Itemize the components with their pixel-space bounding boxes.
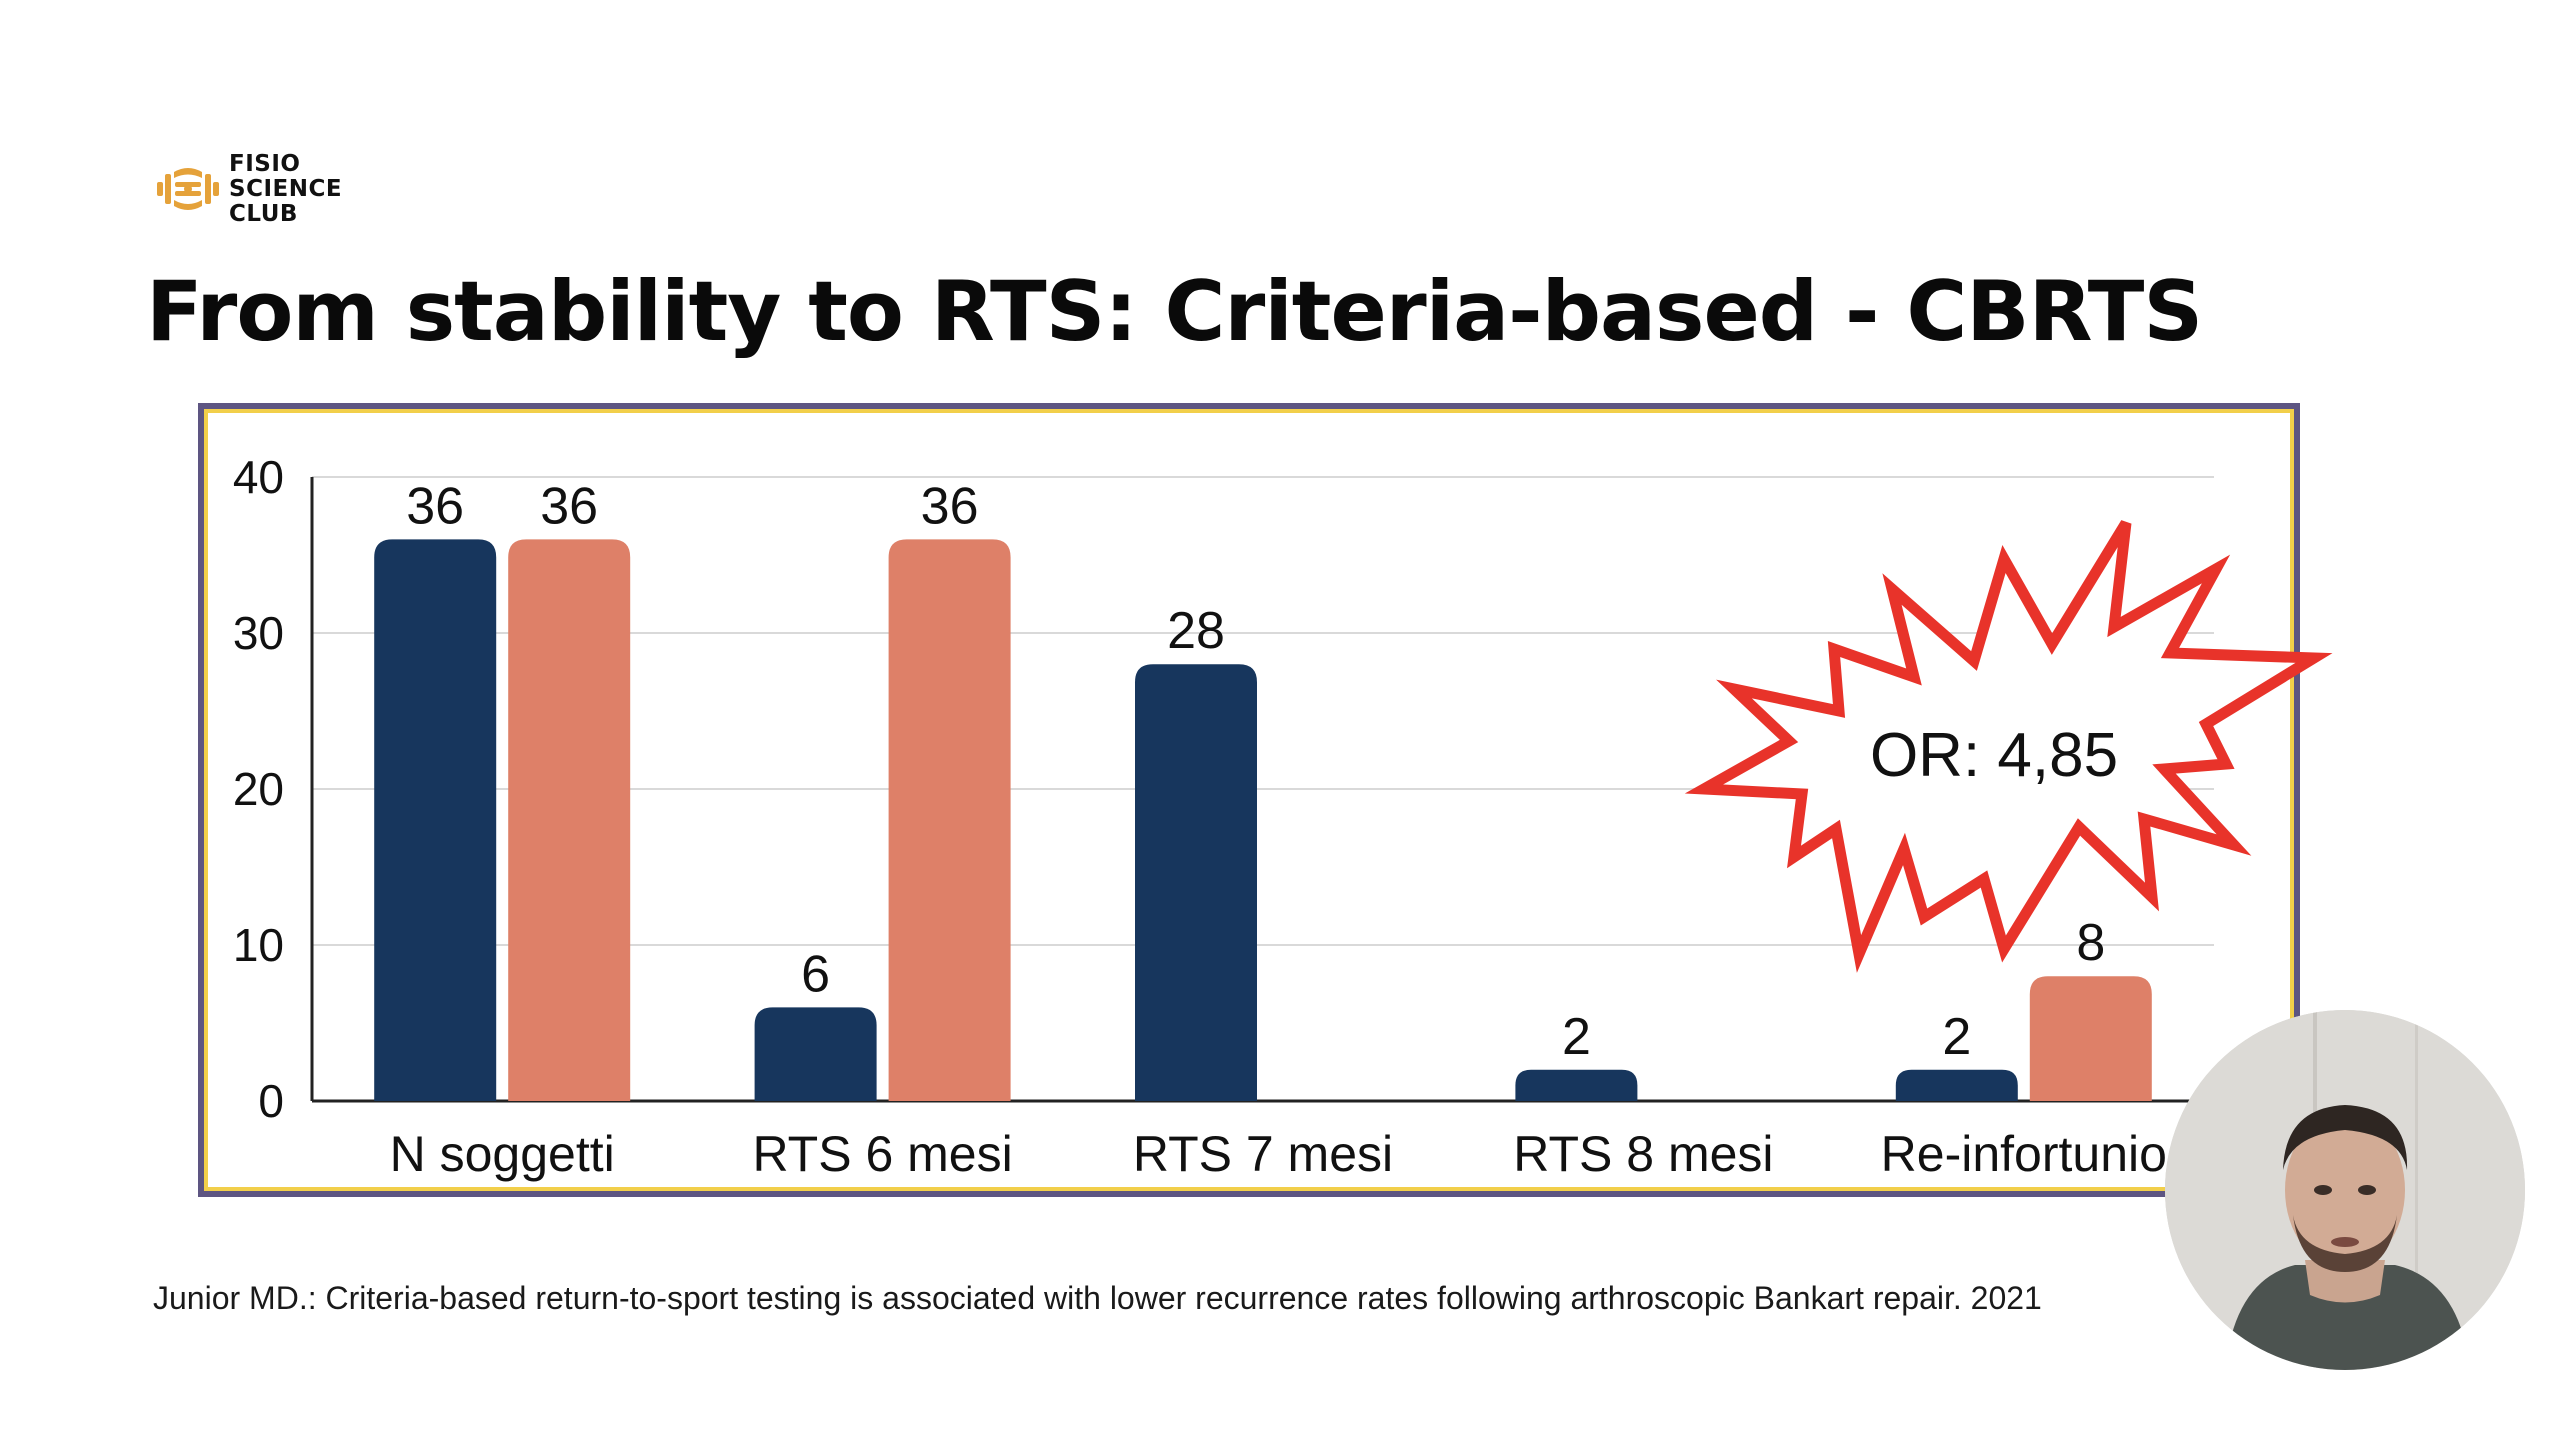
category-label: RTS 7 mesi xyxy=(1133,1126,1393,1182)
logo-line-2: SCIENCE xyxy=(229,176,343,202)
category-label: RTS 8 mesi xyxy=(1513,1126,1773,1182)
data-label: 28 xyxy=(1167,602,1225,660)
bar xyxy=(1515,1069,1638,1101)
data-label: 36 xyxy=(540,477,598,535)
or-starburst xyxy=(1684,520,2333,973)
data-label: 8 xyxy=(2076,914,2105,972)
bar xyxy=(754,1007,877,1101)
bar xyxy=(1895,1069,2018,1101)
bar xyxy=(374,539,497,1101)
presenter-webcam xyxy=(2165,1010,2525,1370)
or-annotation-text: OR: 4,85 xyxy=(1870,721,2118,790)
data-label: 2 xyxy=(1942,1008,1971,1066)
chart-frame-inner-border xyxy=(204,409,2294,1191)
logo-line-1: FISIO xyxy=(229,151,301,177)
logo-mark-icon xyxy=(157,167,219,210)
bar-chart: 0 10 20 30 40 N soggetti 36 36 RTS 6 mesi 6 36 RTS … xyxy=(233,451,2333,1182)
bar xyxy=(1135,664,1257,1101)
bar xyxy=(508,539,631,1101)
y-tick-label: 10 xyxy=(233,919,284,971)
logo-text: FISIO SCIENCE CLUB xyxy=(229,152,342,227)
category-label: RTS 6 mesi xyxy=(752,1126,1012,1182)
y-tick-label: 20 xyxy=(233,763,284,815)
presenter-video-icon xyxy=(2165,1010,2525,1370)
data-label: 36 xyxy=(406,477,464,535)
y-tick-label: 40 xyxy=(233,451,284,503)
data-label: 36 xyxy=(921,477,979,535)
bar xyxy=(2029,976,2152,1101)
fisio-science-club-logo: FISIO SCIENCE CLUB xyxy=(157,152,342,227)
chart-frame: 0 10 20 30 40 N soggetti 36 36 RTS 6 mesi 6 36 RTS … xyxy=(198,403,2333,1197)
citation: Junior MD.: Criteria-based return-to-spo… xyxy=(153,1280,2042,1316)
bar xyxy=(888,539,1011,1101)
y-tick-label: 0 xyxy=(258,1075,284,1127)
data-label: 6 xyxy=(801,945,830,1003)
category-label: Re-infortunio xyxy=(1881,1126,2167,1182)
data-label: 2 xyxy=(1562,1008,1591,1066)
logo-line-3: CLUB xyxy=(229,201,298,227)
y-tick-label: 30 xyxy=(233,607,284,659)
slide-title: From stability to RTS: Criteria-based - … xyxy=(146,263,2203,360)
category-label: N soggetti xyxy=(390,1126,615,1182)
